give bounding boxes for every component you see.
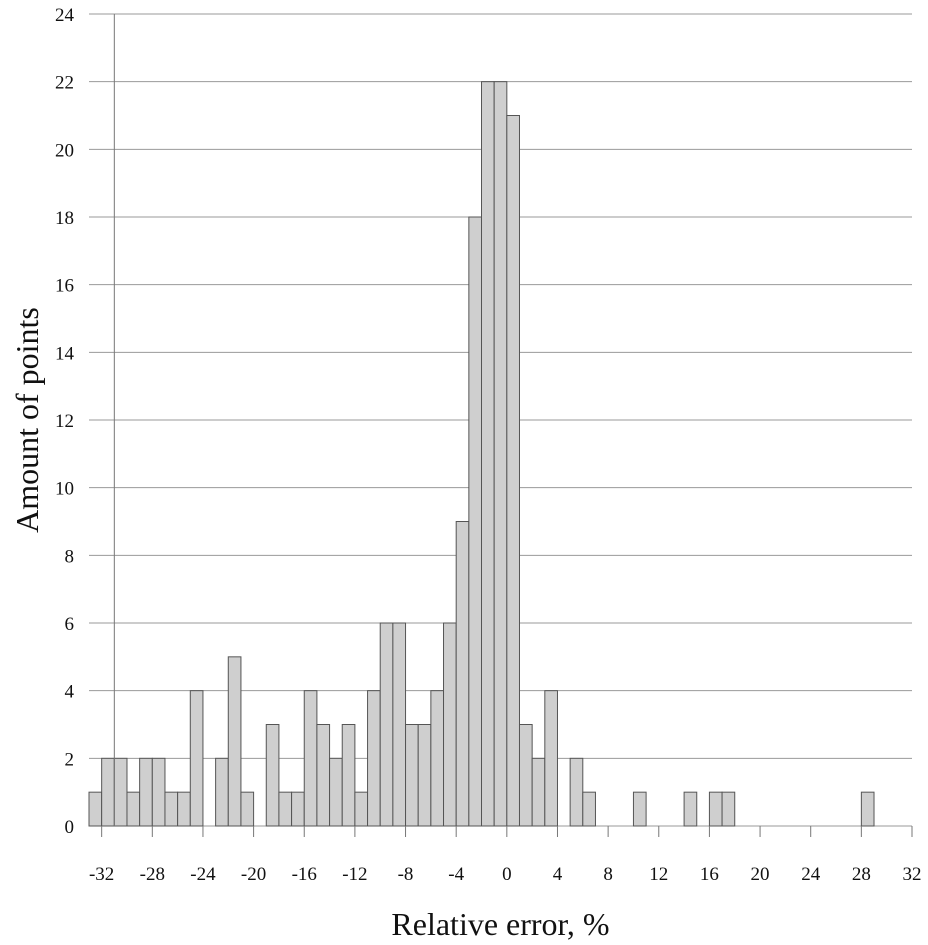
histogram-bar (518, 724, 533, 827)
histogram-bar (88, 791, 103, 827)
histogram-bar (468, 216, 483, 827)
histogram-bar (860, 791, 875, 827)
histogram-bar (164, 791, 179, 827)
histogram-bar (632, 791, 647, 827)
y-tick-label: 6 (65, 614, 75, 635)
histogram-bar (329, 757, 343, 827)
x-tick-label: 24 (801, 864, 821, 885)
y-tick-label: 10 (55, 479, 74, 500)
histogram-bar (341, 724, 356, 827)
histogram-bar (544, 690, 558, 827)
histogram-bar (506, 115, 520, 827)
histogram-bar (291, 791, 305, 827)
histogram-bar (708, 791, 723, 827)
y-tick-label: 14 (55, 343, 75, 364)
histogram-bar (101, 757, 115, 827)
y-tick-label: 20 (55, 140, 74, 161)
x-tick-label: 12 (649, 864, 668, 885)
histogram-bar (126, 791, 141, 827)
histogram-bar (430, 690, 445, 827)
histogram-bar (303, 690, 318, 827)
histogram-bar (354, 791, 369, 827)
histogram-bar (493, 81, 508, 827)
x-tick-label: 20 (751, 864, 770, 885)
histogram-bar (265, 724, 280, 827)
x-tick-label: 8 (603, 864, 613, 885)
x-tick-label: -28 (140, 864, 165, 885)
y-tick-label: 8 (65, 546, 75, 567)
histogram-bar (316, 724, 331, 827)
histogram-bar (455, 521, 470, 827)
histogram-bar (721, 791, 736, 827)
histogram-bar (151, 757, 166, 827)
y-tick-label: 0 (65, 817, 75, 838)
x-tick-label: -12 (342, 864, 367, 885)
histogram-bar (582, 791, 596, 827)
y-tick-label: 22 (55, 73, 74, 94)
x-axis-title: Relative error, % (391, 906, 609, 942)
y-axis-title: Amount of points (9, 307, 45, 533)
histogram-bar (405, 724, 419, 827)
histogram-bars (88, 81, 875, 827)
x-tick-label: -32 (89, 864, 114, 885)
histogram-bar (569, 757, 584, 827)
histogram-bar (683, 791, 698, 827)
x-tick-label: 4 (553, 864, 563, 885)
histogram-bar (392, 622, 407, 827)
y-tick-label: 2 (65, 749, 75, 770)
x-tick-label: -20 (241, 864, 266, 885)
histogram-bar (531, 757, 546, 827)
y-tick-label: 18 (55, 208, 74, 229)
histogram-bar (417, 724, 432, 827)
x-tick-label: -8 (398, 864, 414, 885)
y-tick-label: 12 (55, 411, 74, 432)
x-tick-label: 28 (852, 864, 871, 885)
y-tick-label: 24 (55, 5, 75, 26)
histogram-bar (367, 690, 381, 827)
x-tick-label: 0 (502, 864, 512, 885)
histogram-bar (189, 690, 204, 827)
y-tick-label: 4 (65, 682, 75, 703)
x-tick-label: -24 (190, 864, 216, 885)
histogram-bar (278, 791, 293, 827)
x-tick-labels: -32 -28 -24 -20 -16 -12 -8 -4 0 4 8 12 16 20 24 28 32 (89, 826, 922, 885)
histogram-bar (443, 622, 457, 827)
x-tick-label: -16 (292, 864, 317, 885)
x-tick-label: 32 (903, 864, 922, 885)
histogram-bar (113, 757, 128, 827)
histogram-bar (215, 757, 229, 827)
histogram-bar (240, 791, 255, 827)
histogram-bar (139, 757, 153, 827)
histogram-bar (177, 791, 191, 827)
histogram-bar (227, 656, 242, 827)
histogram-bar (481, 81, 495, 827)
histogram-bar (379, 622, 394, 827)
y-tick-label: 16 (55, 276, 74, 297)
x-tick-label: 16 (700, 864, 719, 885)
x-tick-label: -4 (448, 864, 464, 885)
